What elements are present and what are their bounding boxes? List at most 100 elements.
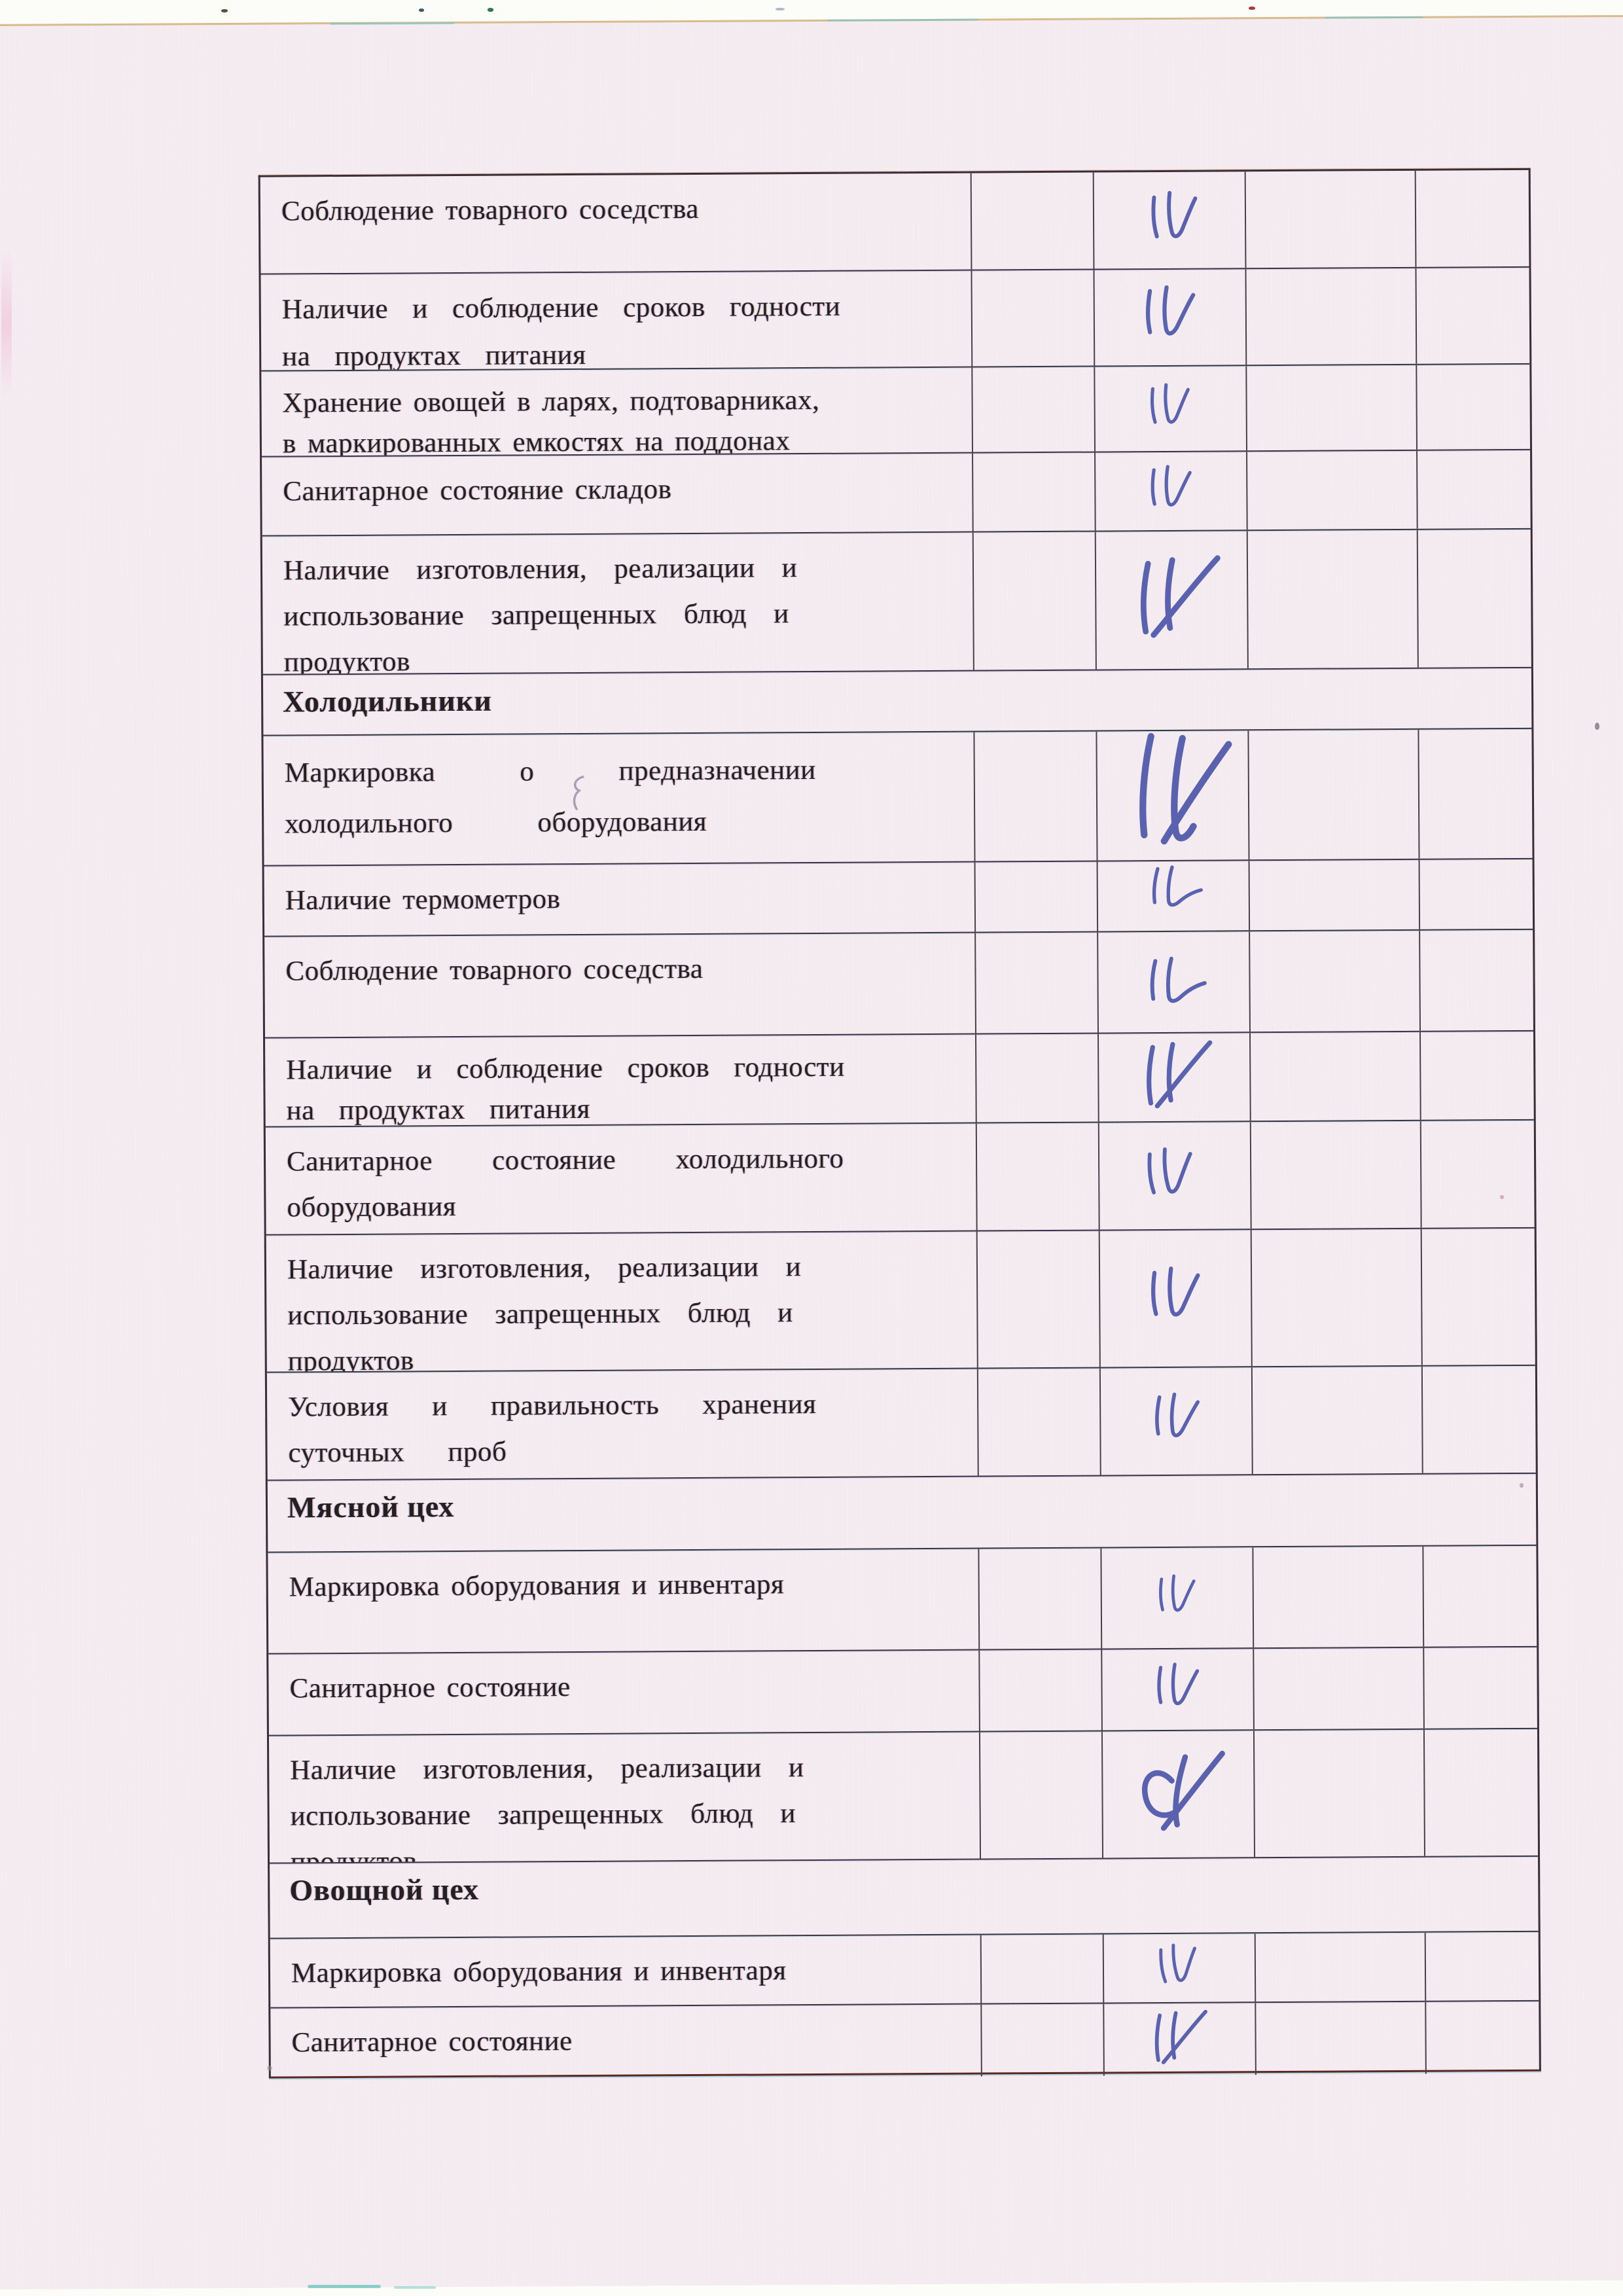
table-row: Наличие изготовления, реализации и испол… <box>262 528 1531 674</box>
check-cell <box>1102 1932 1255 2004</box>
check-cell <box>1092 171 1245 269</box>
blank-cell-2 <box>1247 729 1419 860</box>
section-title: Холодильники <box>282 683 492 719</box>
check-cell <box>1101 1649 1253 1731</box>
checkmark-ink <box>1129 1135 1213 1219</box>
table-row: Маркировка о предназначении холодильного… <box>263 727 1533 865</box>
table-row: Наличие и соблюдение сроков годности на … <box>265 1030 1534 1126</box>
check-cell <box>1101 1731 1255 1858</box>
checkmark-ink <box>1143 1655 1213 1725</box>
blank-cell-2 <box>1245 365 1417 451</box>
section-header-row: Мясной цех <box>267 1472 1537 1552</box>
blank-cell-1 <box>973 731 1097 861</box>
checkmark-ink <box>1135 373 1206 444</box>
section-title: Овощной цех <box>289 1872 480 1907</box>
scan-speck <box>419 9 424 12</box>
blank-cell-3 <box>1425 2001 1539 2074</box>
criterion-text: Наличие изготовления, реализации и испол… <box>283 552 798 674</box>
criterion-text: Условия и правильность хранения суточных… <box>288 1388 817 1469</box>
scan-teal-dash <box>394 2286 436 2289</box>
table-row: Наличие изготовления, реализации и испол… <box>268 1727 1539 1863</box>
blank-cell-2 <box>1249 930 1419 1032</box>
criterion-cell: Наличие и соблюдение сроков годности на … <box>265 1035 976 1126</box>
criterion-text: Соблюдение товарного соседства <box>281 193 700 227</box>
blank-cell-1 <box>975 1122 1099 1230</box>
checkmark-ink <box>1137 948 1211 1022</box>
criterion-cell: Маркировка о предназначении холодильного… <box>263 732 974 865</box>
checkmark-ink <box>1128 1031 1221 1124</box>
checkmark-ink <box>1107 728 1241 861</box>
blank-cell-2 <box>1253 1729 1425 1857</box>
check-cell <box>1100 1547 1253 1649</box>
scan-edge-artifact <box>1325 16 1423 19</box>
paper-sheet: Соблюдение товарного соседства Наличие и… <box>0 14 1623 2290</box>
blank-cell-3 <box>1420 1228 1535 1365</box>
blank-cell-2 <box>1254 1932 1425 2002</box>
criterion-cell: Наличие термометров <box>264 863 975 936</box>
section-title: Мясной цех <box>287 1490 455 1524</box>
blank-cell-1 <box>971 270 1094 367</box>
criterion-cell: Маркировка оборудования и инвентаря <box>268 1549 978 1653</box>
checkmark-ink <box>1133 179 1217 262</box>
blank-cell-2 <box>1244 170 1416 268</box>
table-row: Наличие и соблюдение сроков годности на … <box>260 266 1530 370</box>
section-header-row: Овощной цех <box>270 1855 1539 1938</box>
check-cell <box>1094 366 1247 452</box>
checkmark-ink <box>1133 1256 1218 1341</box>
table-row: Соблюдение товарного соседства <box>260 170 1529 274</box>
checkmark-ink <box>1141 1386 1212 1457</box>
scan-speck <box>1595 723 1599 730</box>
criterion-cell: Санитарное состояние <box>268 1651 979 1735</box>
check-cell <box>1099 1367 1252 1475</box>
checkmark-ink <box>1143 1932 1215 2004</box>
blank-cell-3 <box>1416 364 1531 450</box>
criterion-text: Санитарное состояние <box>291 2026 573 2058</box>
table-row: Наличие термометров <box>264 857 1533 936</box>
blank-cell-2 <box>1253 1647 1423 1730</box>
scan-edge-artifact <box>827 18 978 22</box>
check-cell <box>1096 728 1249 861</box>
scan-speck <box>776 8 785 10</box>
criterion-cell: Санитарное состояние <box>270 2005 981 2081</box>
criterion-text: Соблюдение товарного соседства <box>285 953 704 987</box>
blank-cell-3 <box>1416 450 1531 529</box>
blank-cell-1 <box>980 2003 1103 2077</box>
table-row: Санитарное состояние складов <box>262 448 1531 535</box>
blank-cell-3 <box>1419 1120 1535 1228</box>
criterion-text: Наличие термометров <box>285 884 561 916</box>
scan-speck <box>1249 7 1255 10</box>
scan-speck <box>488 8 493 12</box>
blank-cell-3 <box>1422 1545 1537 1647</box>
check-cell <box>1098 1230 1251 1367</box>
blank-cell-3 <box>1423 1647 1537 1729</box>
section-header-row: Холодильники <box>262 666 1532 735</box>
criterion-cell: Санитарное состояние холодильного оборуд… <box>266 1124 976 1234</box>
blank-cell-3 <box>1418 728 1533 859</box>
checkmark-ink <box>1118 544 1230 656</box>
criterion-text: Маркировка о предназначении холодильного… <box>284 754 816 840</box>
scan-smudge <box>1 249 12 399</box>
criterion-cell: Условия и правильность хранения суточных… <box>267 1369 978 1480</box>
scan-teal-dash <box>308 2285 381 2288</box>
scan-speck <box>1520 1483 1524 1488</box>
checkmark-ink <box>1129 276 1212 359</box>
checkmark-ink <box>1145 1566 1209 1630</box>
blank-cell-3 <box>1415 267 1530 364</box>
blank-cell-2 <box>1245 268 1416 365</box>
blank-cell-2 <box>1249 1031 1420 1121</box>
blank-cell-1 <box>974 1033 1098 1122</box>
blank-cell-1 <box>972 452 1095 531</box>
check-cell <box>1103 2003 1255 2076</box>
table-row: Санитарное состояние <box>270 2000 1539 2081</box>
check-cell <box>1094 452 1247 531</box>
blank-cell-1 <box>978 1649 1101 1731</box>
criterion-text: Санитарное состояние холодильного оборуд… <box>286 1143 844 1223</box>
blank-cell-1 <box>974 861 1097 932</box>
blank-cell-3 <box>1423 1729 1539 1856</box>
blank-cell-2 <box>1255 2001 1425 2075</box>
criterion-text: Маркировка оборудования и инвентаря <box>291 1955 787 1989</box>
blank-cell-1 <box>976 1368 1100 1476</box>
blank-cell-2 <box>1250 1229 1421 1367</box>
table-row: Хранение овощей в ларях, подтоварниках, … <box>261 363 1531 456</box>
